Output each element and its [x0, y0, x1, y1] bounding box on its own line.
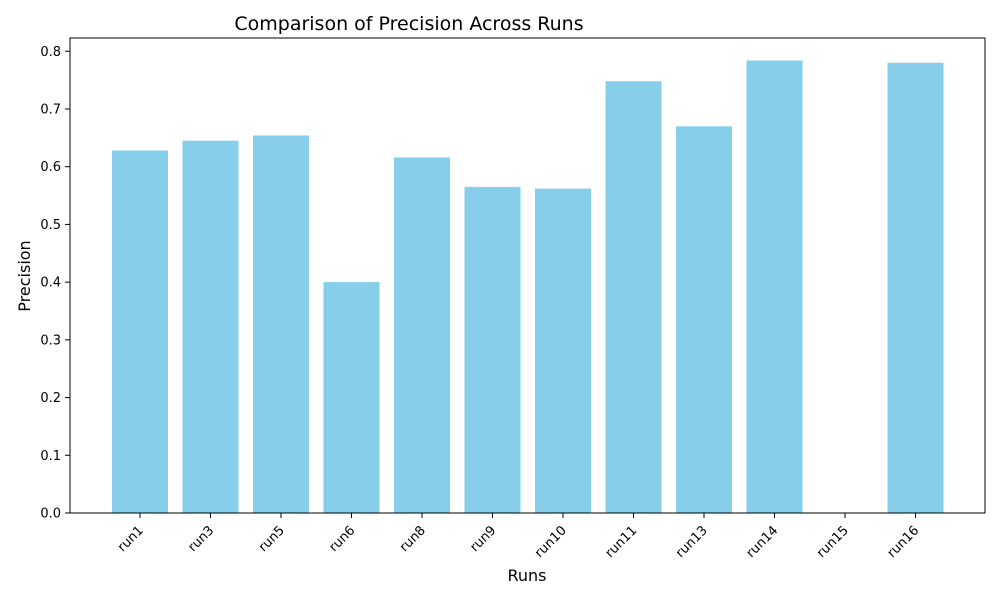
- x-axis-label: Runs: [507, 566, 546, 585]
- bar-run9: [464, 186, 521, 513]
- y-axis-label: Precision: [15, 240, 34, 311]
- x-tick-label: run10: [532, 523, 570, 561]
- x-tick-label: run16: [885, 523, 923, 561]
- bar-run16: [887, 62, 944, 514]
- bar-run11: [605, 81, 662, 514]
- bar-run8: [394, 157, 450, 513]
- y-tick-label: 0.5: [40, 218, 61, 233]
- chart-title: Comparison of Precision Across Runs: [234, 13, 583, 35]
- y-tick-label: 0.6: [40, 160, 61, 175]
- bar-run6: [323, 282, 380, 513]
- bar-run3: [182, 140, 239, 513]
- bar-run13: [676, 126, 732, 514]
- x-tick-label: run14: [744, 523, 782, 561]
- x-tick-label: run6: [326, 523, 358, 555]
- x-tick-label: run5: [256, 523, 288, 555]
- y-tick-label: 0.7: [40, 103, 61, 118]
- bar-run10: [535, 188, 591, 513]
- y-tick-label: 0.0: [40, 507, 61, 522]
- x-tick-label: run3: [185, 523, 217, 555]
- y-tick-label: 0.4: [40, 276, 61, 291]
- x-tick-label: run11: [603, 523, 641, 561]
- y-tick-label: 0.3: [40, 333, 61, 348]
- y-tick-label: 0.8: [40, 45, 61, 60]
- plot-frame: [69, 37, 986, 514]
- x-tick-label: run8: [397, 523, 429, 555]
- x-tick-label: run1: [115, 523, 147, 555]
- y-axis: 0.0 0.1 0.2 0.3 0.4 0.5 0.6 0.7 0.8: [40, 45, 70, 522]
- y-tick-label: 0.1: [40, 449, 61, 464]
- bars-group: [112, 60, 944, 514]
- bar-run14: [746, 60, 803, 513]
- y-tick-label: 0.2: [40, 391, 61, 406]
- bar-run5: [253, 135, 309, 513]
- x-tick-label: run13: [673, 523, 711, 561]
- x-axis: run1 run3 run5 run6 run8 run9 run10 run11 run13 r…: [115, 513, 922, 561]
- x-tick-label: run15: [814, 523, 852, 561]
- bar-run1: [112, 150, 168, 513]
- x-tick-label: run9: [467, 523, 499, 555]
